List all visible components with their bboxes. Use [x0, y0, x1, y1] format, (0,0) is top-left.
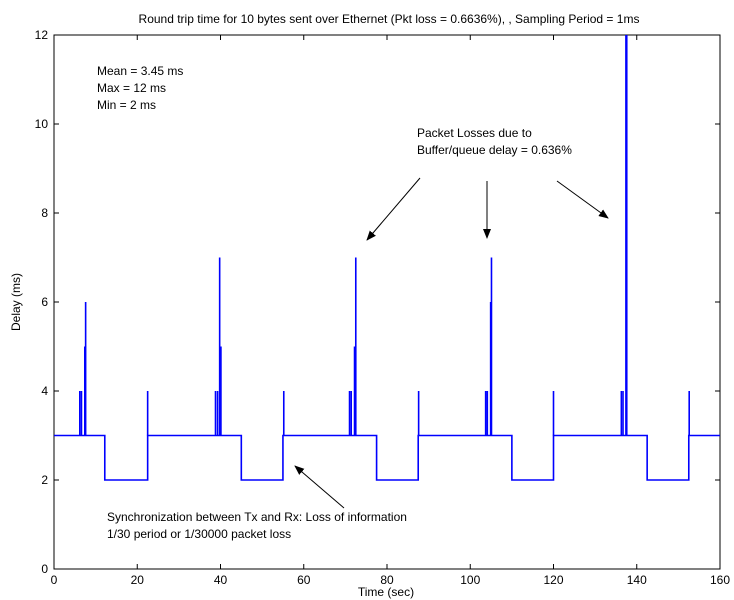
- y-tick-label: 6: [41, 295, 48, 309]
- annotation-sync-line: 1/30 period or 1/30000 packet loss: [107, 527, 291, 541]
- y-tick-label: 0: [41, 562, 48, 576]
- series-baseline: [54, 434, 720, 481]
- annotation-packet-loss-line: Packet Losses due to: [417, 126, 532, 140]
- x-tick-label: 160: [710, 573, 730, 587]
- plot-area: 0 20 40 60 80 100 120 140 160 0 2 4 6 8 10 12: [35, 28, 731, 587]
- axes-frame: [53, 34, 721, 570]
- y-axis-label: Delay (ms): [9, 273, 23, 331]
- x-tick-label: 120: [543, 573, 563, 587]
- chart-title: Round trip time for 10 bytes sent over E…: [139, 12, 640, 26]
- x-axis-label: Time (sec): [358, 585, 414, 599]
- y-tick-label: 2: [41, 473, 48, 487]
- stat-line: Max = 12 ms: [97, 81, 166, 95]
- x-tick-label: 100: [460, 573, 480, 587]
- x-tick-label: 20: [131, 573, 145, 587]
- annotation-packet-loss-line: Buffer/queue delay = 0.636%: [417, 143, 572, 157]
- stats-box: Mean = 3.45 ms Max = 12 ms Min = 2 ms: [97, 64, 183, 112]
- annotation-arrow: [556, 180, 609, 219]
- stat-line: Min = 2 ms: [97, 98, 156, 112]
- annotations: Packet Losses due to Buffer/queue delay =…: [107, 126, 609, 541]
- y-tick-label: 8: [41, 206, 48, 220]
- x-tick-label: 140: [627, 573, 647, 587]
- x-tick-label: 60: [297, 573, 311, 587]
- y-tick-label: 10: [35, 117, 49, 131]
- stat-line: Mean = 3.45 ms: [97, 64, 183, 78]
- x-tick-label: 40: [214, 573, 228, 587]
- y-tick-label: 4: [41, 384, 48, 398]
- x-tick-label: 0: [51, 573, 58, 587]
- x-tick-label: 80: [380, 573, 394, 587]
- annotation-arrow: [294, 465, 345, 509]
- annotation-sync-line: Synchronization between Tx and Rx: Loss …: [107, 510, 407, 524]
- y-tick-label: 12: [35, 28, 49, 42]
- annotation-arrow: [366, 177, 421, 241]
